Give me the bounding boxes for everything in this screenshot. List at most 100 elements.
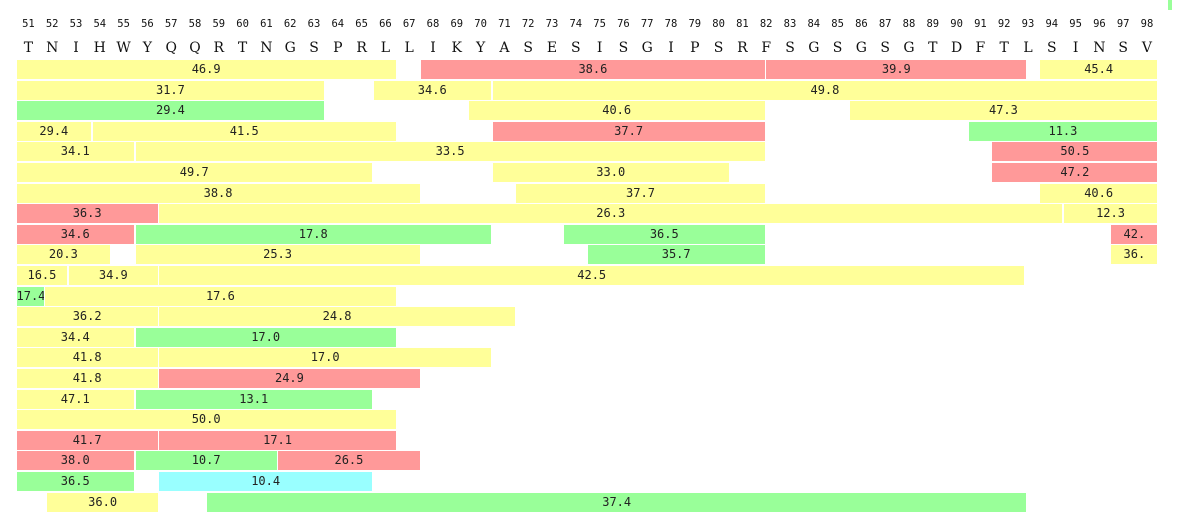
fragment-bar[interactable]: 31.7 <box>16 80 325 100</box>
fragment-bar[interactable]: 12.3 <box>1063 204 1158 224</box>
position-number: 64 <box>331 18 345 30</box>
residue-letter: I <box>1072 40 1079 56</box>
fragment-bar[interactable]: 40.6 <box>1039 183 1158 203</box>
fragment-bar[interactable]: 37.7 <box>516 183 765 203</box>
position-number: 89 <box>926 18 940 30</box>
fragment-bar[interactable]: 41.8 <box>16 348 158 368</box>
residue-letter: G <box>808 40 820 56</box>
residue-letter: A <box>499 40 510 56</box>
fragment-bar[interactable]: 38.0 <box>16 451 134 471</box>
residue-letter: G <box>855 40 867 56</box>
position-number: 68 <box>426 18 440 30</box>
position-number: 76 <box>617 18 630 30</box>
fragment-bar[interactable]: 34.6 <box>16 224 134 244</box>
residue-letter: S <box>309 40 319 56</box>
fragment-bar[interactable]: 47.2 <box>992 163 1158 182</box>
fragment-bar[interactable]: 10.7 <box>135 451 277 471</box>
fragment-bar[interactable]: 36.2 <box>16 307 158 327</box>
fragment-bar[interactable]: 50.0 <box>16 410 396 430</box>
position-number: 53 <box>69 18 83 30</box>
residue-letter: S <box>570 40 581 56</box>
residue-letter: Y <box>475 40 486 56</box>
position-number: 79 <box>688 18 702 30</box>
position-number: 71 <box>498 18 511 30</box>
fragment-bar[interactable]: 10.4 <box>159 472 372 491</box>
position-number: 61 <box>260 18 273 30</box>
fragment-bar[interactable]: 50.5 <box>992 142 1158 162</box>
fragment-bar[interactable]: 36.0 <box>47 492 158 512</box>
fragment-bar[interactable]: 36.5 <box>16 472 134 491</box>
position-number: 77 <box>640 18 654 30</box>
fragment-bar[interactable]: 17.0 <box>159 348 491 368</box>
fragment-bar[interactable]: 11.3 <box>968 121 1158 141</box>
fragment-bar[interactable]: 37.7 <box>492 121 765 141</box>
residue-letter: E <box>546 40 558 56</box>
residue-letter: H <box>93 40 106 56</box>
fragment-bar[interactable]: 35.7 <box>587 245 765 265</box>
fragment-bar[interactable]: 41.5 <box>92 121 396 141</box>
fragment-bar[interactable]: 24.9 <box>159 369 420 388</box>
position-number: 87 <box>878 18 892 30</box>
fragment-bar[interactable]: 17.6 <box>45 286 396 306</box>
position-number: 63 <box>307 18 321 30</box>
fragment-bar[interactable]: 16.5 <box>16 266 68 285</box>
fragment-bar[interactable]: 29.4 <box>16 101 325 121</box>
fragment-bar[interactable]: 33.5 <box>135 142 765 162</box>
position-number: 73 <box>545 18 559 30</box>
residue-letter: P <box>690 40 700 56</box>
position-number: 91 <box>974 18 987 30</box>
fragment-bar[interactable]: 40.6 <box>468 101 765 121</box>
residue-letter: V <box>1141 40 1153 56</box>
fragment-bar[interactable]: 36. <box>1111 245 1158 265</box>
fragment-bar[interactable]: 34.4 <box>16 327 134 347</box>
residue-letter: L <box>404 40 414 56</box>
fragment-bar[interactable]: 42.5 <box>159 266 1025 285</box>
fragment-bar[interactable]: 38.8 <box>16 183 420 203</box>
residue-letter: R <box>356 40 367 56</box>
fragment-bar[interactable]: 33.0 <box>492 163 729 182</box>
fragment-bar[interactable]: 17.0 <box>135 327 396 347</box>
fragment-bar[interactable]: 17.1 <box>159 430 396 450</box>
fragment-bar[interactable]: 36.3 <box>16 204 158 224</box>
residue-letter: N <box>260 40 273 56</box>
fragment-bar[interactable]: 38.6 <box>421 60 765 79</box>
residue-letter: G <box>903 40 915 56</box>
fragment-bar[interactable]: 26.3 <box>159 204 1063 224</box>
fragment-bar[interactable]: 47.3 <box>849 101 1158 121</box>
fragment-bar[interactable]: 17.4 <box>16 286 44 306</box>
fragment-bar[interactable]: 37.4 <box>206 492 1027 512</box>
fragment-bar[interactable]: 49.8 <box>492 80 1158 100</box>
fragment-bar[interactable]: 47.1 <box>16 389 134 409</box>
fragment-bar[interactable]: 26.5 <box>278 451 420 471</box>
fragment-bar[interactable]: 24.8 <box>159 307 515 327</box>
fragment-bar[interactable]: 36.5 <box>563 224 765 244</box>
fragment-bar[interactable]: 41.7 <box>16 430 158 450</box>
fragment-bar[interactable]: 42. <box>1111 224 1158 244</box>
fragment-bar[interactable]: 25.3 <box>135 245 420 265</box>
fragment-bar[interactable]: 29.4 <box>16 121 92 141</box>
fragment-bar[interactable]: 45.4 <box>1039 60 1158 79</box>
fragment-bar[interactable]: 17.8 <box>135 224 491 244</box>
fragment-bar[interactable]: 20.3 <box>16 245 111 265</box>
fragment-bar[interactable]: 34.6 <box>373 80 491 100</box>
position-number: 57 <box>164 18 178 30</box>
position-number: 65 <box>355 18 368 30</box>
fragment-bar[interactable]: 39.9 <box>766 60 1027 79</box>
fragment-bar[interactable]: 13.1 <box>135 389 372 409</box>
position-number: 69 <box>450 18 464 30</box>
position-number: 85 <box>831 18 844 30</box>
residue-letter: F <box>761 40 772 56</box>
fragment-bar[interactable]: 34.1 <box>16 142 134 162</box>
residue-letter: S <box>880 40 890 56</box>
position-number: 92 <box>997 18 1011 30</box>
position-number: 80 <box>712 18 725 30</box>
residue-letter: S <box>618 40 629 56</box>
fragment-bar[interactable]: 34.9 <box>68 266 158 285</box>
fragment-bar[interactable]: 46.9 <box>16 60 396 79</box>
fragment-bar[interactable]: 41.8 <box>16 369 158 388</box>
position-number: 83 <box>783 18 797 30</box>
residue-letter: T <box>237 40 248 56</box>
fragment-bar[interactable]: 49.7 <box>16 163 372 182</box>
residue-letter: G <box>284 40 296 56</box>
residue-letter: L <box>380 40 391 56</box>
